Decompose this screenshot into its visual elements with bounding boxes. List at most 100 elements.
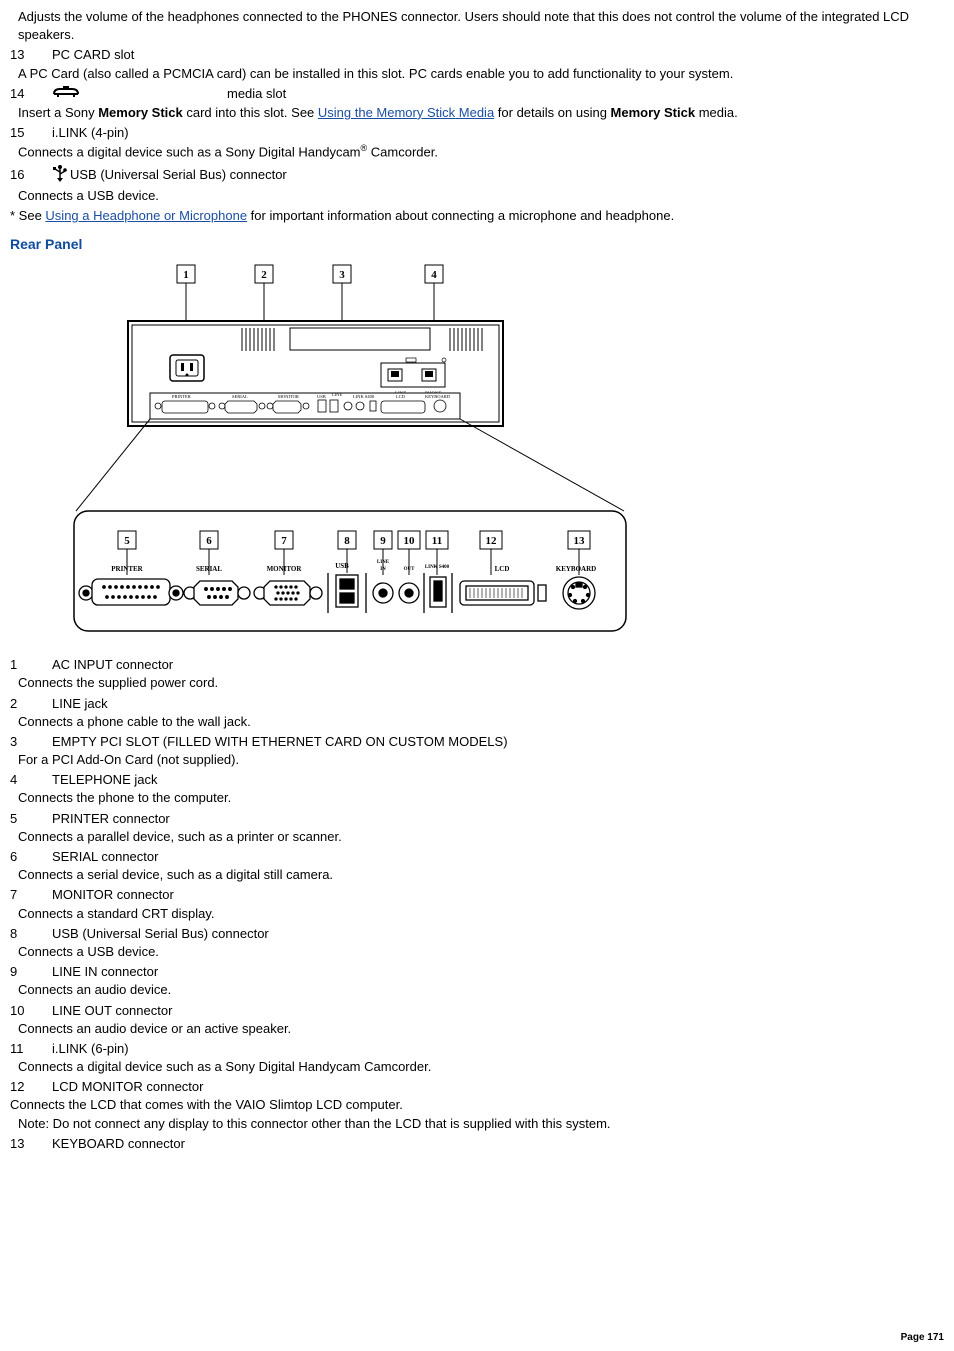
rear-panel-list: 1AC INPUT connectorConnects the supplied…: [10, 656, 944, 1153]
svg-text:USB: USB: [317, 394, 326, 399]
item-number: 13: [10, 1135, 52, 1153]
list-item: 16 USB (Universal Serial Bus) connector: [10, 164, 944, 187]
text: media.: [695, 105, 738, 120]
item-label: EMPTY PCI SLOT (FILLED WITH ETHERNET CAR…: [52, 733, 508, 751]
svg-text:LINK S400: LINK S400: [425, 565, 450, 570]
item-label: media slot: [227, 85, 286, 104]
item-label: LCD MONITOR connector: [52, 1078, 203, 1096]
item-label: PRINTER connector: [52, 810, 170, 828]
item-description: A PC Card (also called a PCMCIA card) ca…: [18, 65, 944, 83]
link-media[interactable]: Media: [455, 105, 494, 120]
item-description: Connects a serial device, such as a digi…: [18, 866, 944, 884]
text: Camcorder.: [367, 145, 438, 160]
svg-text:USB: USB: [335, 562, 349, 570]
svg-text:OUT: OUT: [404, 567, 416, 572]
text: Connects a digital device such as a Sony…: [18, 145, 361, 160]
text-bold: Memory Stick: [98, 105, 183, 120]
svg-text:LCD: LCD: [396, 394, 406, 399]
item-description: Adjusts the volume of the headphones con…: [18, 8, 944, 44]
item-description: Connects the supplied power cord.: [18, 674, 944, 692]
text: card into this slot. See: [183, 105, 318, 120]
item-number: 12: [10, 1078, 52, 1096]
link-memory-stick[interactable]: Using the Memory Stick: [318, 105, 455, 120]
item-description: Connects a USB device.: [18, 943, 944, 961]
item-number: 5: [10, 810, 52, 828]
svg-text:LCD: LCD: [495, 565, 510, 573]
list-item: 7MONITOR connector: [10, 886, 944, 904]
text: Insert a Sony: [18, 105, 98, 120]
svg-text:SERIAL: SERIAL: [232, 394, 248, 399]
item-description: Connects a phone cable to the wall jack.: [18, 713, 944, 731]
item-label: LINE jack: [52, 695, 108, 713]
list-item: 11i.LINK (6-pin): [10, 1040, 944, 1058]
item-number: 10: [10, 1002, 52, 1020]
svg-text:8: 8: [344, 535, 350, 547]
svg-text:KEYBOARD: KEYBOARD: [425, 394, 451, 399]
item-number: 3: [10, 733, 52, 751]
list-item: 12LCD MONITOR connector: [10, 1078, 944, 1096]
svg-text:7: 7: [281, 535, 287, 547]
svg-text:5: 5: [124, 535, 130, 547]
svg-text:10: 10: [404, 535, 416, 547]
item-number: 8: [10, 925, 52, 943]
svg-text:IN: IN: [380, 567, 386, 572]
usb-trident-icon: [52, 164, 68, 187]
item-number: 2: [10, 695, 52, 713]
svg-text:12: 12: [486, 535, 498, 547]
list-item: 1AC INPUT connector: [10, 656, 944, 674]
item-number: 7: [10, 886, 52, 904]
list-item: 13 PC CARD slot: [10, 46, 944, 64]
item-description: Connects a parallel device, such as a pr…: [18, 828, 944, 846]
svg-text:KEYBOARD: KEYBOARD: [556, 565, 596, 573]
item-description: Connects a USB device.: [18, 187, 944, 205]
item-description: Insert a Sony Memory Stick card into thi…: [18, 104, 944, 122]
section-heading-rear-panel: Rear Panel: [10, 235, 944, 255]
item-label: USB (Universal Serial Bus) connector: [70, 166, 287, 184]
list-item: 2LINE jack: [10, 695, 944, 713]
item-number: 14: [10, 85, 52, 104]
item-description: Connects the LCD that comes with the VAI…: [10, 1096, 944, 1114]
svg-text:1: 1: [183, 269, 189, 281]
item-number: 13: [10, 46, 52, 64]
svg-text:6: 6: [206, 535, 212, 547]
list-item: 5PRINTER connector: [10, 810, 944, 828]
svg-text:9: 9: [380, 535, 386, 547]
svg-text:MONITOR: MONITOR: [267, 565, 303, 573]
svg-text:SERIAL: SERIAL: [196, 565, 222, 573]
text: for details on using: [494, 105, 610, 120]
item-label: AC INPUT connector: [52, 656, 173, 674]
rear-panel-diagram: 1 2 3 4 LINE PHONE: [70, 263, 630, 648]
text-bold: Memory Stick: [611, 105, 696, 120]
svg-text:2: 2: [261, 269, 267, 281]
memorystick-icon: [52, 85, 227, 104]
list-item: 13KEYBOARD connector: [10, 1135, 944, 1153]
item-label: i.LINK (4-pin): [52, 124, 129, 142]
item-number: 9: [10, 963, 52, 981]
item-label: PC CARD slot: [52, 46, 134, 64]
item-number: 1: [10, 656, 52, 674]
svg-text:PRINTER: PRINTER: [172, 394, 191, 399]
list-item: 9LINE IN connector: [10, 963, 944, 981]
svg-text:LINE: LINE: [332, 392, 342, 397]
item-label: TELEPHONE jack: [52, 771, 157, 789]
item-note: Note: Do not connect any display to this…: [18, 1115, 944, 1133]
list-item: 14 media slot: [10, 85, 944, 104]
link-headphone-mic[interactable]: Using a Headphone or Microphone: [45, 208, 247, 223]
item-label: i.LINK (6-pin): [52, 1040, 129, 1058]
list-item: 8USB (Universal Serial Bus) connector: [10, 925, 944, 943]
item-description: Connects a digital device such as a Sony…: [18, 142, 944, 162]
item-description: Connects a standard CRT display.: [18, 905, 944, 923]
item-number: 15: [10, 124, 52, 142]
item-label: MONITOR connector: [52, 886, 174, 904]
list-item: 15 i.LINK (4-pin): [10, 124, 944, 142]
item-number: 4: [10, 771, 52, 789]
item-number: 11: [10, 1040, 52, 1058]
page-number: Page 171: [901, 1331, 944, 1345]
item-label: SERIAL connector: [52, 848, 158, 866]
svg-text:PRINTER: PRINTER: [111, 565, 143, 573]
text: * See: [10, 208, 45, 223]
svg-text:LINK S400: LINK S400: [353, 394, 375, 399]
svg-text:13: 13: [574, 535, 586, 547]
svg-text:3: 3: [339, 269, 345, 281]
item-label: KEYBOARD connector: [52, 1135, 185, 1153]
